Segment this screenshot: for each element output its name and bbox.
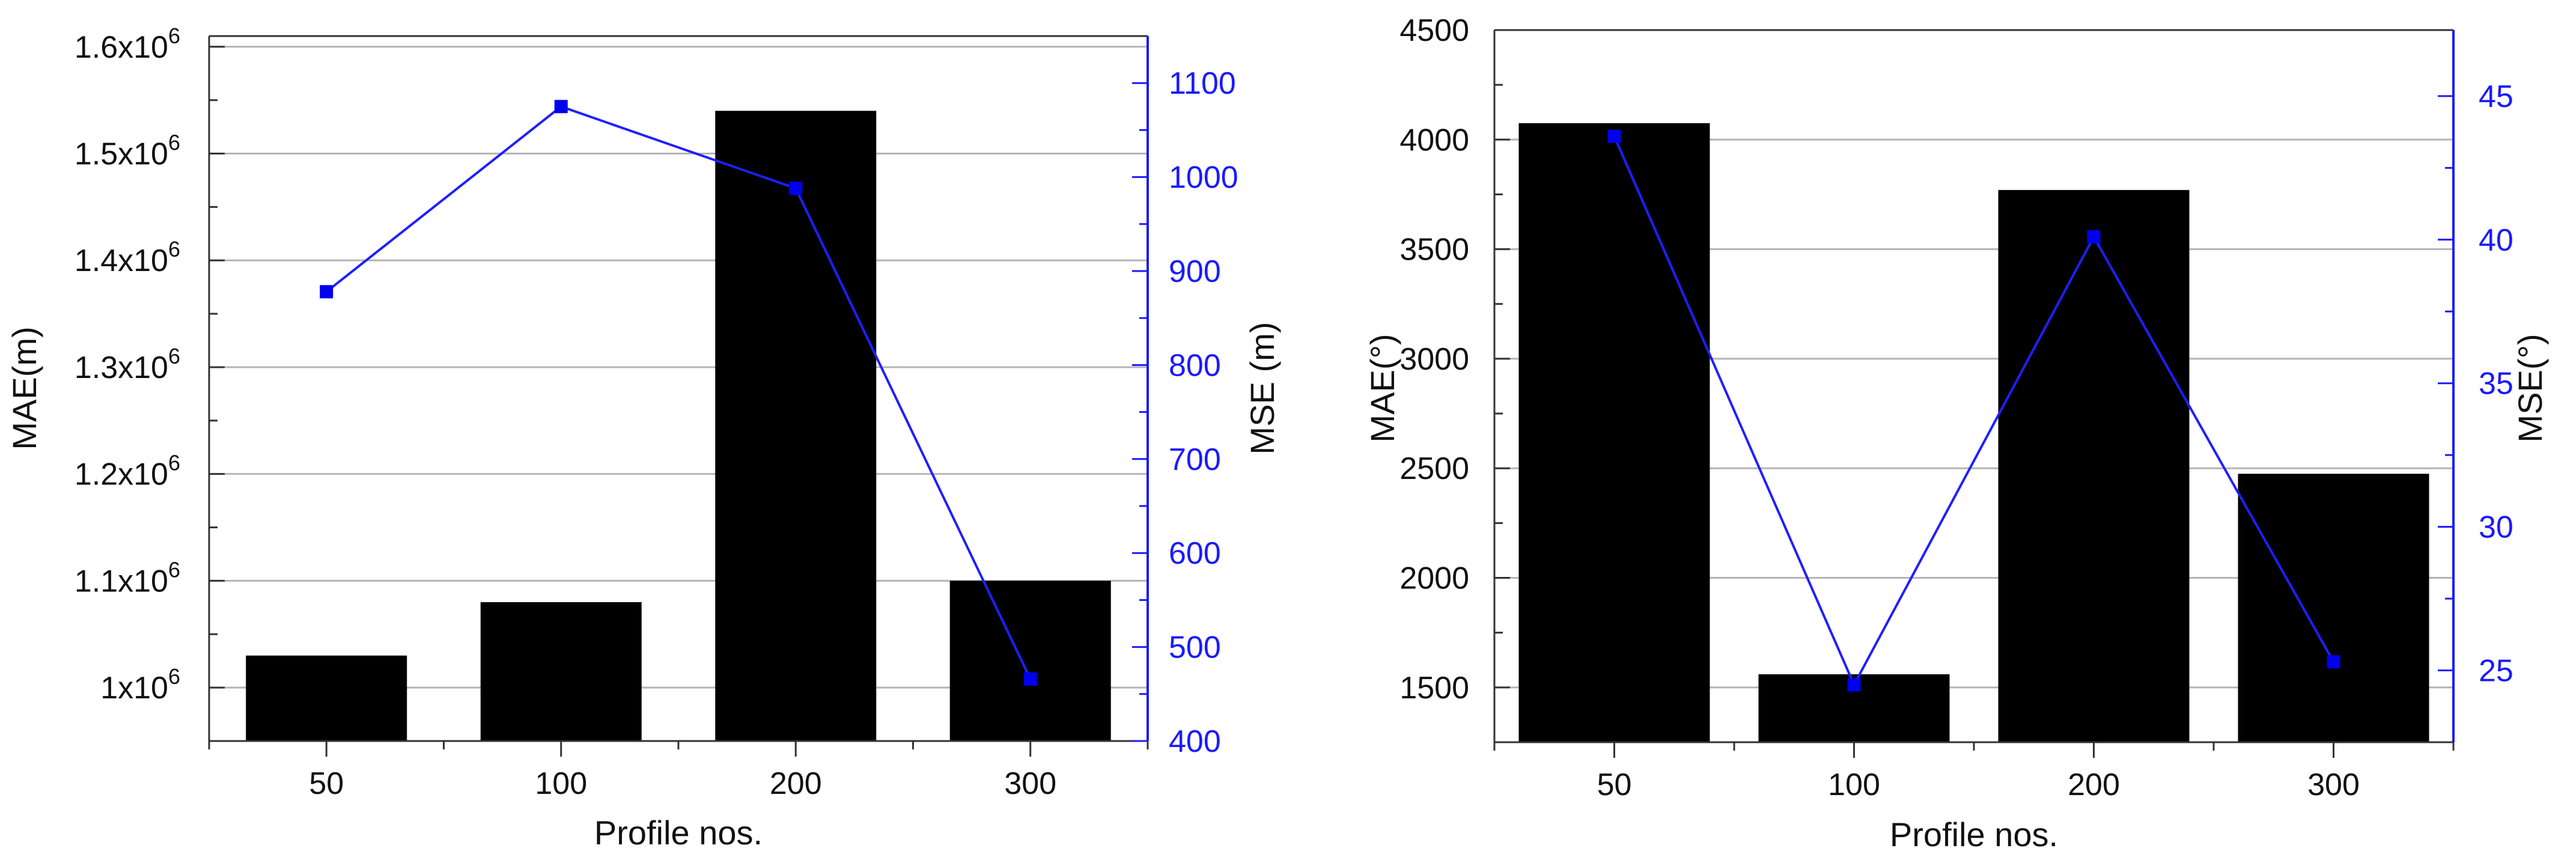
bar-50 — [1518, 123, 1710, 742]
y2-tick-label: 35 — [2479, 367, 2514, 401]
y-axis-title: MAE(m) — [5, 326, 43, 450]
y2-tick-label: 500 — [1169, 630, 1221, 665]
y-tick-label: 1x106 — [100, 664, 180, 706]
x-tick-label: 50 — [1597, 767, 1632, 802]
x-tick-label: 100 — [1828, 767, 1880, 802]
y2-tick-label: 700 — [1169, 442, 1221, 477]
mse-point-200 — [789, 181, 803, 195]
y-tick-label: 1.1x106 — [75, 557, 180, 599]
y-axis-title: MAE(°) — [1363, 334, 1401, 442]
y-tick-label: 2500 — [1399, 451, 1469, 486]
mse-line — [1613, 135, 2335, 688]
y-tick-label: 2000 — [1399, 561, 1469, 596]
y-tick-label: 1.4x106 — [75, 237, 180, 278]
x-tick-label: 200 — [2068, 767, 2120, 802]
x-tick-label: 100 — [535, 766, 587, 801]
y-tick-label: 1.5x106 — [75, 130, 180, 172]
y-tick-label: 1.2x106 — [75, 451, 180, 492]
x-tick-label: 50 — [309, 766, 344, 801]
y2-tick-label: 1100 — [1169, 66, 1236, 101]
bar-200 — [1998, 190, 2190, 743]
mse-point-300 — [1023, 672, 1037, 686]
bar-100 — [480, 602, 642, 741]
y-tick-label: 1.3x106 — [75, 344, 180, 385]
y2-axis-title: MSE(°) — [2511, 334, 2549, 442]
y2-axis-title: MSE (m) — [1243, 322, 1281, 455]
mse-point-50 — [320, 285, 333, 299]
y2-tick-label: 25 — [2479, 654, 2514, 689]
x-axis-title: Profile nos. — [1890, 816, 2058, 853]
y-tick-label: 1.6x106 — [75, 23, 180, 65]
y-tick-label: 3500 — [1399, 233, 1469, 267]
bar-300 — [949, 581, 1111, 741]
bar-50 — [246, 655, 407, 741]
y2-tick-label: 40 — [2479, 223, 2514, 258]
x-tick-label: 300 — [1004, 766, 1056, 801]
y2-tick-label: 1000 — [1169, 160, 1238, 195]
x-tick-label: 200 — [770, 766, 822, 801]
bar-200 — [715, 111, 877, 742]
mse-point-100 — [554, 100, 568, 114]
y-tick-label: 4000 — [1399, 123, 1469, 157]
x-tick-label: 300 — [2307, 767, 2360, 802]
mse-point-300 — [2327, 655, 2340, 669]
mse-point-100 — [1847, 678, 1861, 692]
x-axis-title: Profile nos. — [594, 814, 763, 852]
y2-tick-label: 900 — [1169, 254, 1221, 289]
bar-300 — [2238, 474, 2429, 742]
y2-tick-label: 600 — [1169, 536, 1221, 571]
y2-tick-label: 400 — [1169, 724, 1221, 759]
y2-tick-label: 800 — [1169, 348, 1221, 383]
mse-point-200 — [2087, 230, 2101, 244]
chart-mae-mse-degrees: 1500 2000 2500 3000 3500 4000 4500 25 30 35 40 45 50… — [1363, 13, 2549, 853]
y-tick-label: 3000 — [1399, 342, 1469, 377]
y-tick-label: 1500 — [1399, 671, 1469, 706]
y-tick-label: 4500 — [1399, 13, 1469, 48]
y2-tick-label: 45 — [2479, 79, 2514, 114]
mse-point-50 — [1607, 129, 1621, 143]
mse-line — [326, 105, 1032, 680]
y2-tick-label: 30 — [2479, 510, 2514, 545]
chart-mae-mse-meters: 1x106 1.1x106 1.2x106 1.3x106 1.4x106 1.5x106… — [5, 23, 1281, 852]
